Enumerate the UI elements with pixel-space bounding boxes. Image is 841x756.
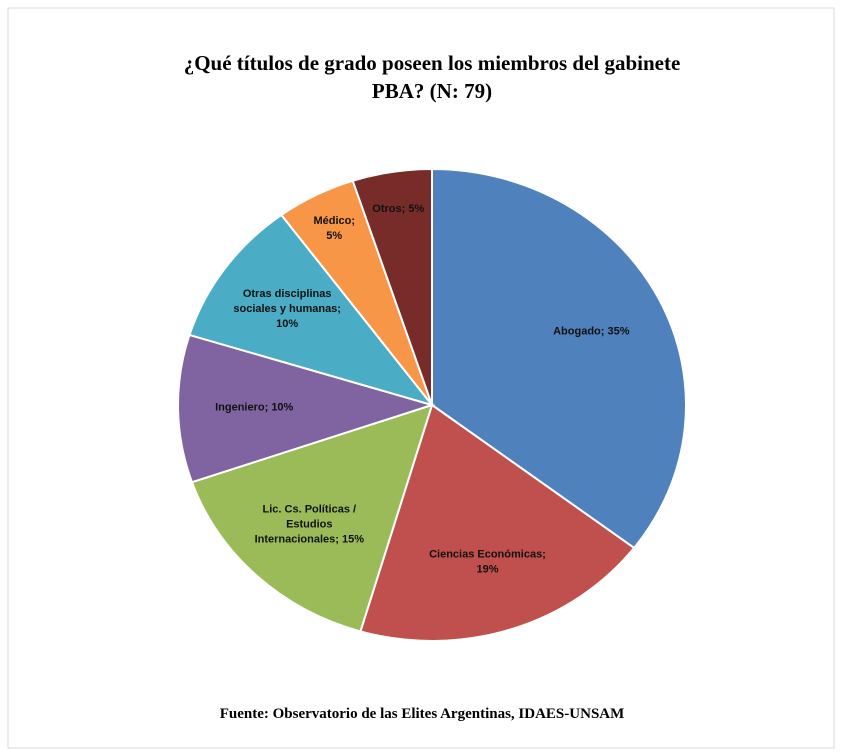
data-label: Otras disciplinas — [243, 288, 332, 300]
data-label: Ciencias Económicas; — [429, 548, 546, 560]
pie-slice — [359, 403, 636, 642]
data-label: Lic. Cs. Políticas / — [263, 503, 357, 515]
data-label: 5% — [326, 230, 342, 242]
data-label: Estudios — [286, 518, 332, 530]
pie-slice — [190, 403, 434, 633]
data-label: 10% — [276, 318, 298, 330]
pie-slice — [431, 167, 687, 550]
data-label: Ingeniero; 10% — [215, 402, 293, 414]
data-label: Otros; 5% — [372, 203, 424, 215]
data-label: sociales y humanas; — [233, 303, 341, 315]
pie-slice — [351, 167, 433, 406]
pie-slice — [177, 333, 436, 484]
pie-slice — [188, 213, 435, 407]
data-label: 19% — [476, 563, 498, 575]
data-label: Médico; — [313, 215, 355, 227]
chart-title: ¿Qué títulos de grado poseen los miembro… — [184, 51, 681, 75]
data-label: Internacionales; 15% — [255, 533, 365, 545]
source: Fuente: Observatorio de las Elites Argen… — [220, 706, 625, 722]
chart-title: PBA? (N: 79) — [372, 79, 492, 103]
data-label: Abogado; 35% — [553, 326, 630, 338]
